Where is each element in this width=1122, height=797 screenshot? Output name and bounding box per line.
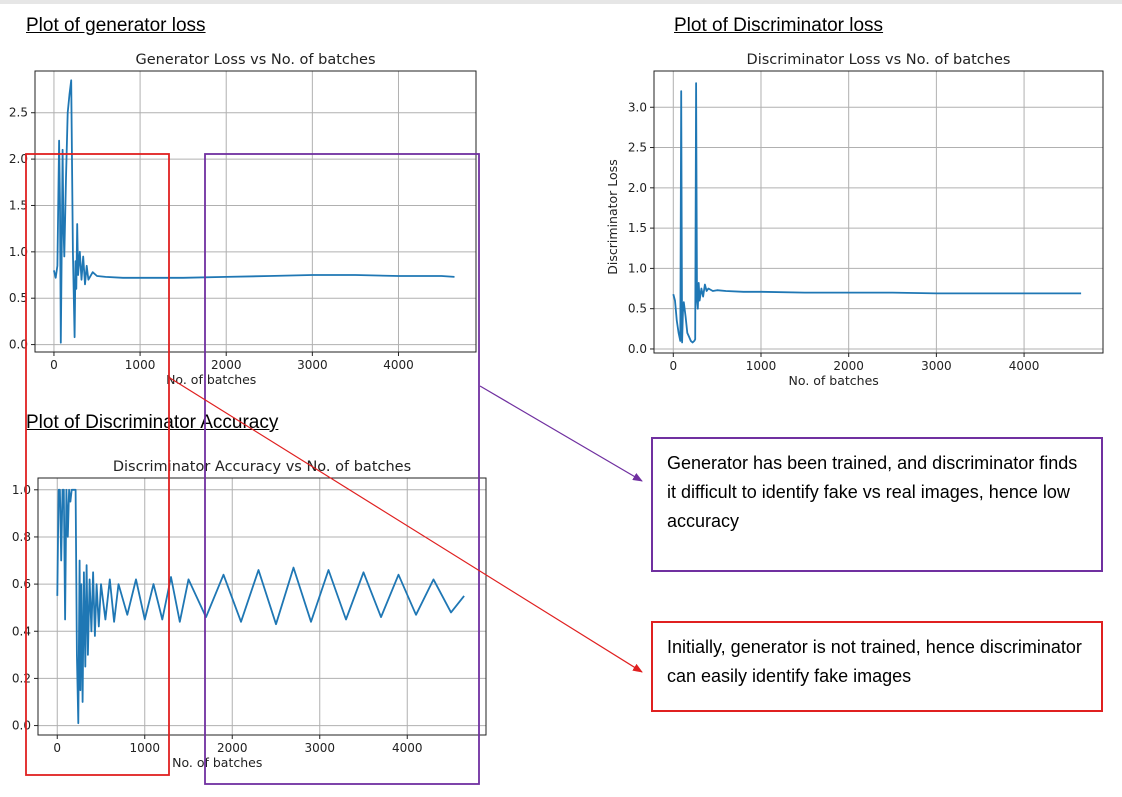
x-tick-label: 3000 xyxy=(921,359,952,373)
y-tick-label: 1.0 xyxy=(628,261,647,275)
generator-loss-chart: 0 1000 2000 3000 4000 0.0 0.5 1.0 1.5 2.0 2.5 Gener… xyxy=(9,52,477,387)
series-line xyxy=(53,79,455,344)
y-tick-label: 0.5 xyxy=(628,302,647,316)
early-phase-note: Initially, generator is not trained, hen… xyxy=(651,621,1103,712)
y-tick-label: 2.5 xyxy=(628,141,647,155)
chart-title: Discriminator Accuracy vs No. of batches xyxy=(113,459,411,475)
series-line xyxy=(672,82,1082,344)
x-tick-label: 3000 xyxy=(297,358,328,372)
x-tick-label: 2000 xyxy=(217,741,248,755)
y-tick-label: 2.0 xyxy=(628,181,647,195)
trained-phase-highlight xyxy=(204,153,480,785)
series-line xyxy=(56,488,465,725)
x-tick-label: 0 xyxy=(53,741,61,755)
x-tick-label: 4000 xyxy=(1009,359,1040,373)
y-tick-label: 0.0 xyxy=(628,342,647,356)
x-axis-label: No. of batches xyxy=(166,372,256,387)
x-tick-label: 4000 xyxy=(392,741,423,755)
chart-title: Generator Loss vs No. of batches xyxy=(135,52,375,68)
top-border xyxy=(0,0,1122,4)
early-phase-arrow xyxy=(169,377,643,673)
x-tick-label: 1000 xyxy=(125,358,156,372)
chart-title: Discriminator Loss vs No. of batches xyxy=(747,52,1011,68)
x-tick-label: 1000 xyxy=(129,741,160,755)
x-tick-label: 4000 xyxy=(383,358,414,372)
y-tick-label: 3.0 xyxy=(628,100,647,114)
plot-frame xyxy=(34,70,477,353)
x-tick-label: 0 xyxy=(50,358,58,372)
early-phase-highlight xyxy=(25,153,170,776)
trained-phase-arrow xyxy=(479,385,643,482)
x-tick-label: 3000 xyxy=(304,741,335,755)
y-tick-label: 2.5 xyxy=(9,106,28,120)
x-tick-label: 2000 xyxy=(833,359,864,373)
y-tick-label: 1.0 xyxy=(9,245,28,259)
y-axis-label: Discriminator Loss xyxy=(605,159,620,274)
y-tick-label: 1.5 xyxy=(9,198,28,212)
y-tick-label: 2.0 xyxy=(9,152,28,166)
x-tick-label: 2000 xyxy=(211,358,242,372)
discriminator-accuracy-heading: Plot of Discriminator Accuracy xyxy=(26,412,279,433)
y-tick-label: 0.0 xyxy=(9,338,28,352)
x-axis-label: No. of batches xyxy=(172,755,262,770)
y-tick-label: 1.5 xyxy=(628,221,647,235)
trained-phase-note: Generator has been trained, and discrimi… xyxy=(651,437,1103,572)
x-tick-label: 1000 xyxy=(746,359,777,373)
y-tick-label: 0.5 xyxy=(9,291,28,305)
discriminator-loss-heading: Plot of Discriminator loss xyxy=(674,15,884,36)
generator-loss-heading: Plot of generator loss xyxy=(26,15,206,36)
x-tick-label: 0 xyxy=(669,359,677,373)
plot-frame xyxy=(653,70,1104,354)
discriminator-loss-chart: 0 1000 2000 3000 4000 0.0 0.5 1.0 1.5 2.0 2.5 3.0 Di… xyxy=(605,52,1104,388)
x-axis-label: No. of batches xyxy=(789,373,879,388)
plot-frame xyxy=(37,477,487,736)
